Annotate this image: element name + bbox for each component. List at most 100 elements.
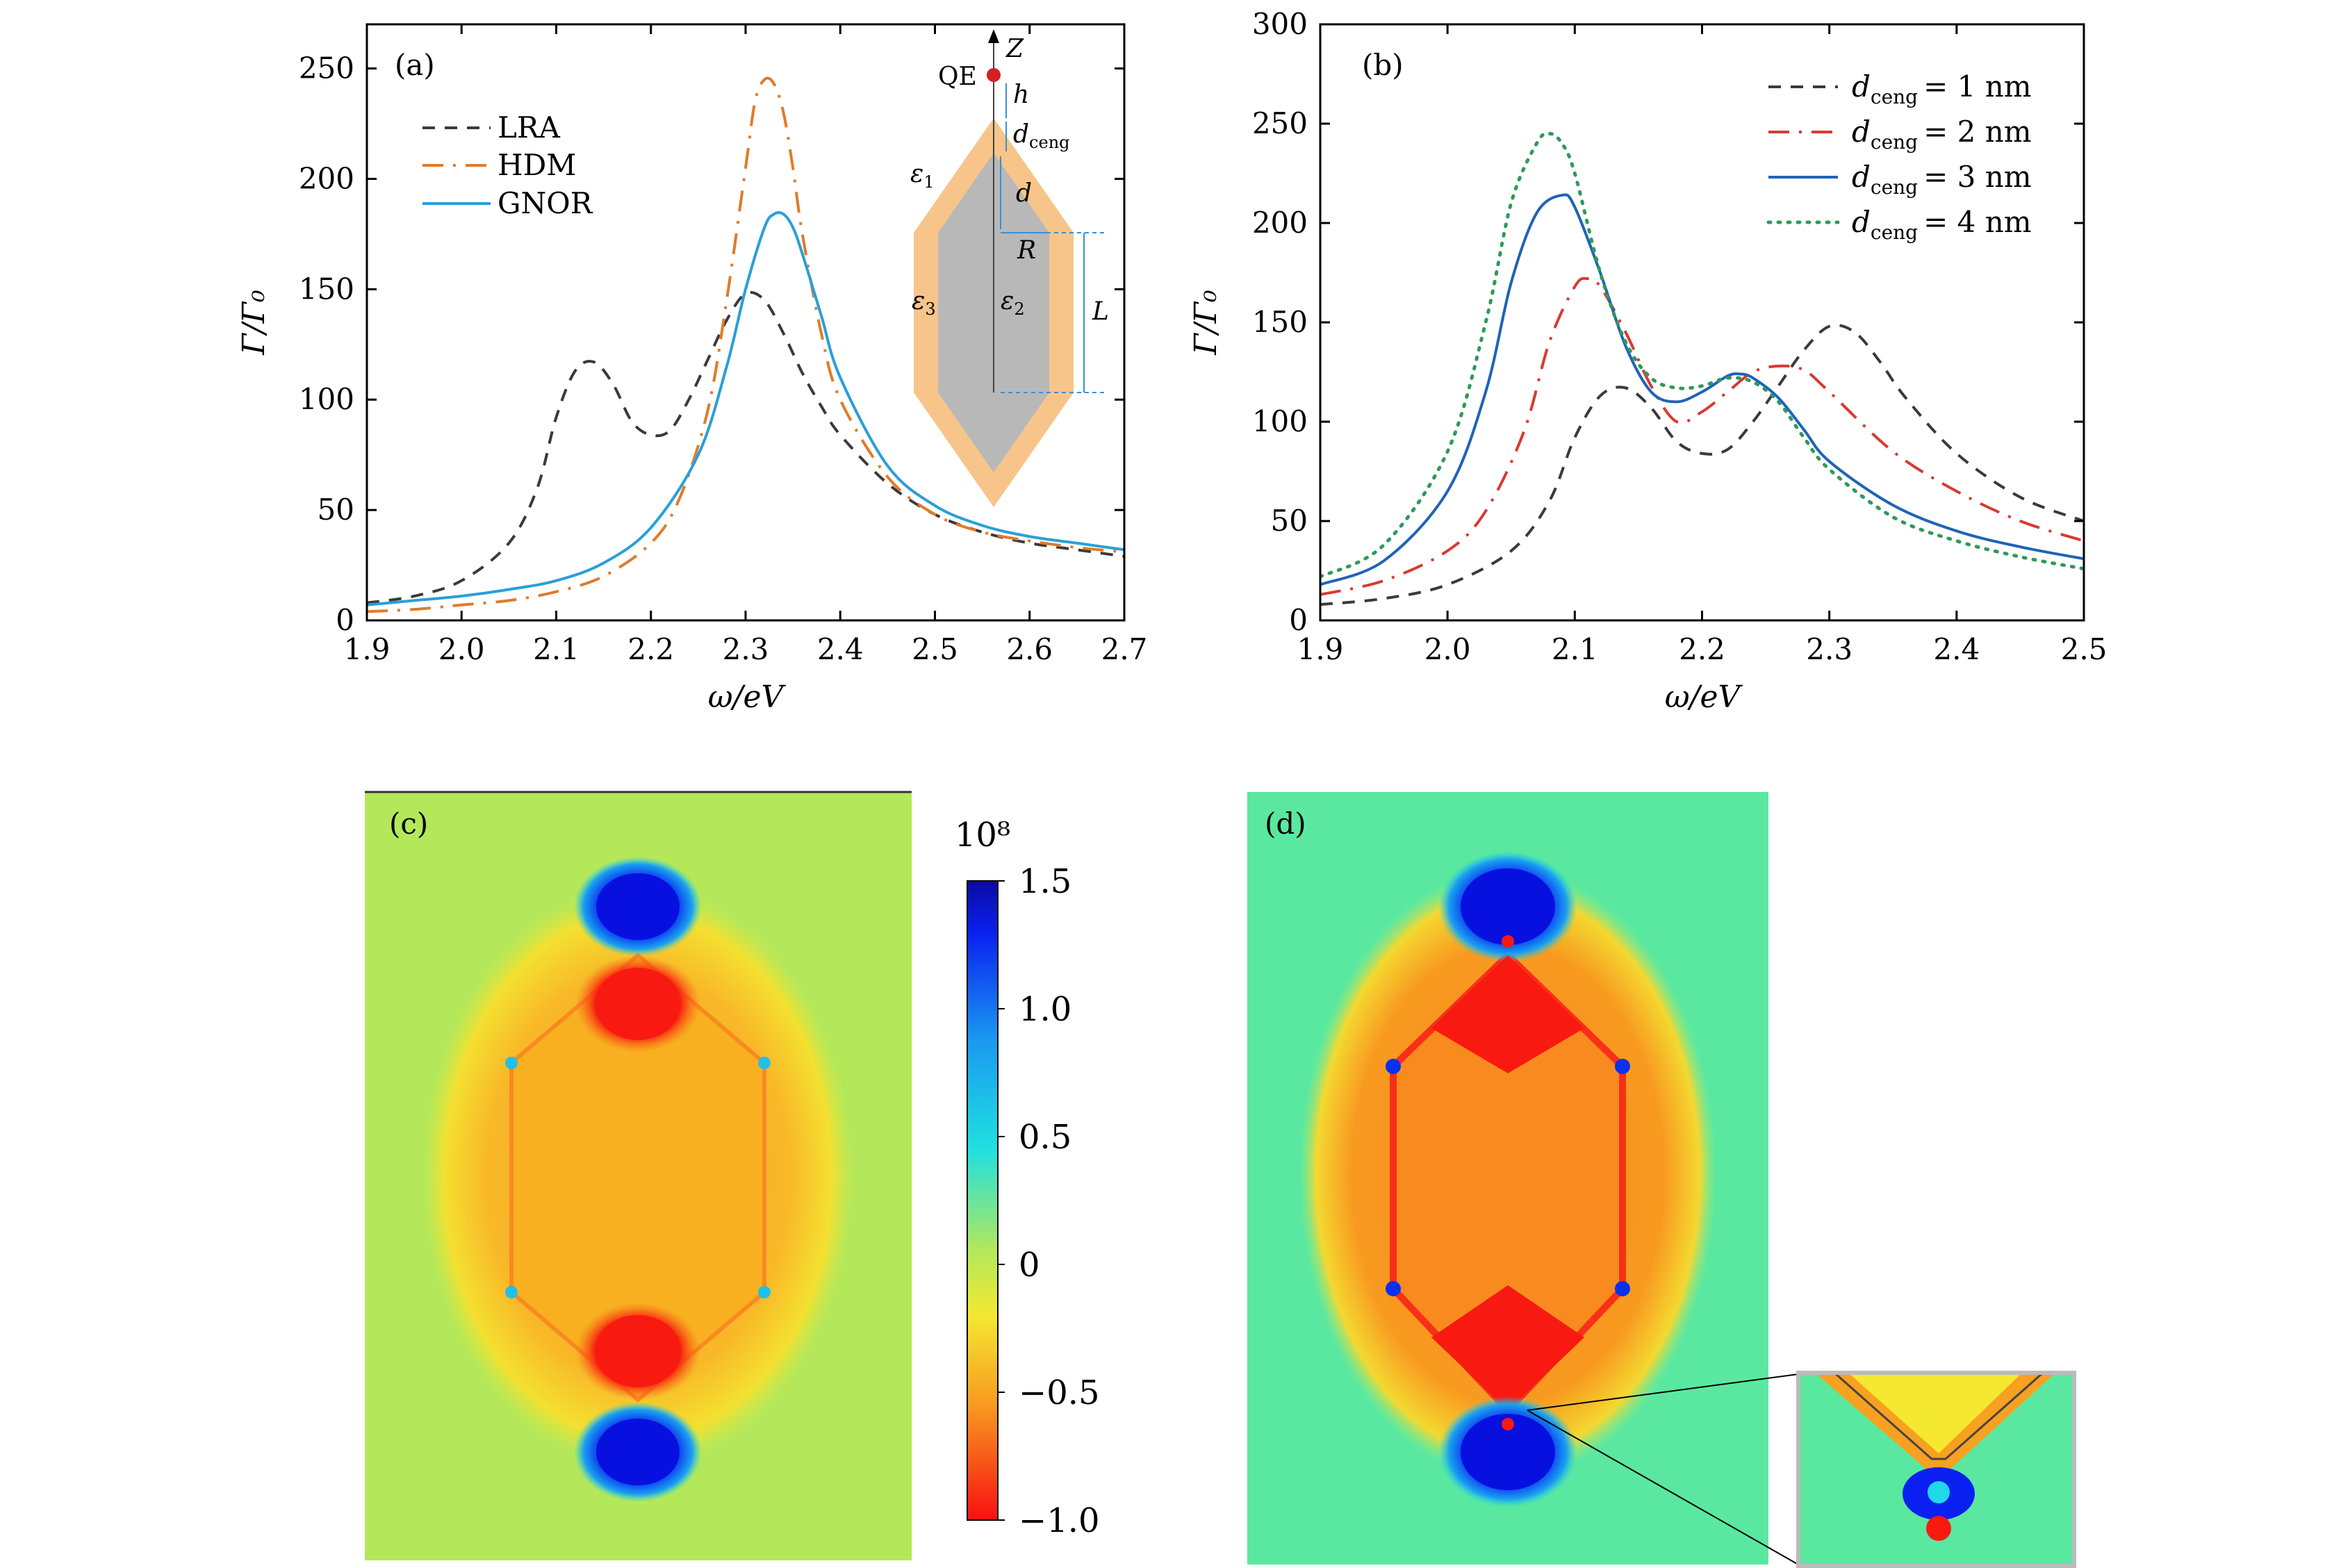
colorbar: 10⁸ 1.5 1.0 0.5 0 −0.5 −1.0 — [955, 816, 1100, 1540]
panel-b-ytick-label: 150 — [1252, 305, 1308, 339]
panel-b-ytick-label: 250 — [1252, 106, 1308, 140]
legend-d2-label: dceng = 2 nm — [1852, 115, 2032, 154]
panel-d-bottom-red-region — [1431, 1285, 1584, 1410]
panel-b-series-line-3 — [1320, 131, 2084, 579]
panel-c-particle — [511, 955, 764, 1400]
panel-a-series-line-0 — [367, 290, 1124, 604]
qe-label: QE — [938, 63, 977, 91]
panel-d-label: (d) — [1265, 807, 1306, 841]
panel-a-chart: 1.9 2.0 2.1 2.2 2.3 2.4 2.5 2.6 2.7 0 50 100 150 200 2… — [236, 23, 1148, 715]
panel-b-legend: dceng = 1 nm dceng = 2 nm dceng = 3 nm dcen… — [1766, 69, 2032, 244]
panel-b-xtick-label: 2.1 — [1552, 632, 1598, 666]
panel-b-ytick-label: 100 — [1252, 404, 1308, 438]
panel-b-xtick-label: 2.2 — [1679, 632, 1725, 666]
panel-a-xtick-label: 2.1 — [533, 632, 580, 666]
panel-c-corner-hotspot — [758, 1057, 771, 1069]
panel-a-ytick-label: 200 — [299, 161, 354, 195]
z-axis-arrow-icon — [988, 29, 999, 43]
panel-b-series-line-0 — [1320, 324, 2084, 606]
panel-b-xlabel: ω/eV — [1665, 679, 1743, 715]
panel-c-corner-hotspot — [758, 1286, 771, 1298]
colorbar-tick-label: 0 — [1019, 1246, 1040, 1285]
panel-a-xtick-label: 1.9 — [344, 632, 391, 666]
panel-c-field-map — [365, 792, 912, 1560]
panel-d-top-qe-dot — [1502, 935, 1514, 948]
panel-d-top-blue-core — [1461, 868, 1555, 945]
panel-d-bottom-qe-dot — [1502, 1418, 1514, 1430]
panel-a-xtick-label: 2.6 — [1006, 632, 1053, 666]
inset-geometry-diagram: QE Z h dceng d R L ε1 ε2 ε3 — [910, 29, 1109, 507]
panel-a-ylabel: Γ/Γ₀ — [236, 290, 272, 356]
panel-a-series-line-2 — [367, 211, 1124, 606]
h-label: h — [1013, 81, 1029, 109]
panel-c-corner-hotspot — [505, 1057, 518, 1069]
panel-b-ytick-label: 0 — [1289, 603, 1308, 637]
panel-c-bottom-blue-core — [596, 1419, 680, 1485]
panel-d-top-red-region — [1431, 955, 1584, 1073]
colorbar-tick-label: −0.5 — [1019, 1373, 1100, 1412]
panel-a-ytick-label: 150 — [299, 272, 354, 306]
panel-a-series-line-1 — [367, 76, 1124, 613]
panel-b-frame — [1319, 23, 2085, 622]
legend-d4-label: dceng = 4 nm — [1852, 205, 2032, 244]
panel-c-top-blue-core — [596, 873, 680, 940]
panel-b-chart: 1.9 2.0 2.1 2.2 2.3 2.4 2.5050100150200250300 … — [1188, 7, 2107, 715]
l-label: L — [1092, 297, 1109, 326]
zoom-qe-dot — [1926, 1516, 1951, 1541]
panel-a-ytick-label: 50 — [318, 493, 354, 527]
panel-a-ytick-label: 250 — [299, 51, 354, 85]
panel-b-series-line-1 — [1320, 277, 2084, 596]
dceng-label: dceng — [1013, 120, 1070, 152]
legend-d3-label: dceng = 3 nm — [1852, 160, 2032, 199]
panel-b-series-line-2 — [1320, 193, 2084, 586]
zoom-inset — [1798, 1373, 2074, 1567]
eps2-label: ε2 — [1001, 287, 1025, 319]
colorbar-tick-label: −1.0 — [1019, 1501, 1100, 1540]
panel-b-xtick-label: 2.0 — [1424, 632, 1471, 666]
zoom-connector-top — [1527, 1373, 1799, 1411]
r-label: R — [1017, 236, 1036, 265]
legend-lra-label: LRA — [498, 110, 561, 145]
zoom-wedge-inner — [1848, 1373, 2022, 1453]
eps3-label: ε3 — [912, 287, 936, 319]
panel-a-xtick-label: 2.7 — [1101, 632, 1148, 666]
panel-d-corner-hotspot — [1386, 1059, 1401, 1074]
panel-b-label: (b) — [1362, 48, 1404, 82]
z-label: Z — [1005, 35, 1024, 63]
legend-d1-label: dceng = 1 nm — [1852, 69, 2032, 108]
panel-c-bottom-red-core — [595, 1315, 681, 1387]
colorbar-exponent: 10⁸ — [955, 816, 1010, 855]
panel-c-label: (c) — [389, 807, 428, 841]
eps1-label: ε1 — [910, 160, 935, 192]
panel-b-ytick-label: 300 — [1252, 7, 1308, 41]
panel-a-xtick-label: 2.4 — [817, 632, 864, 666]
panel-d-bottom-blue-core — [1461, 1414, 1555, 1490]
panel-d-particle — [1393, 955, 1622, 1410]
colorbar-tick-label: 0.5 — [1019, 1118, 1071, 1157]
panel-b-ytick-label: 200 — [1252, 206, 1308, 240]
zoom-frame — [1796, 1371, 2076, 1568]
panel-d-field-map — [1247, 792, 1768, 1565]
panel-a-xtick-label: 2.2 — [627, 632, 674, 666]
panel-d-corner-hotspot — [1615, 1059, 1630, 1074]
panel-c-corner-hotspot — [505, 1286, 518, 1298]
panel-a-xtick-label: 2.3 — [723, 632, 769, 666]
colorbar-tick-label: 1.5 — [1019, 862, 1071, 901]
panel-a-label: (a) — [395, 48, 435, 82]
panel-b-ylabel: Γ/Γ₀ — [1188, 290, 1224, 356]
panel-b-ytick-label: 50 — [1271, 504, 1308, 538]
panel-a-xlabel: ω/eV — [708, 679, 787, 715]
d-label: d — [1016, 179, 1032, 208]
zoom-particle-edge — [1834, 1373, 2044, 1460]
legend-gnor-label: GNOR — [498, 186, 593, 220]
panel-a-xtick-label: 2.0 — [438, 632, 485, 666]
panel-a-ytick-label: 100 — [299, 382, 354, 416]
colorbar-tick-label: 1.0 — [1019, 990, 1071, 1029]
panel-c-top-red-core — [595, 968, 681, 1040]
zoom-cyan-core — [1928, 1481, 1950, 1503]
legend-hdm-label: HDM — [498, 148, 576, 182]
panel-b-xtick-label: 2.3 — [1806, 632, 1852, 666]
panel-d-corner-hotspot — [1615, 1281, 1630, 1296]
panel-a-legend: LRA HDM GNOR — [422, 110, 593, 220]
